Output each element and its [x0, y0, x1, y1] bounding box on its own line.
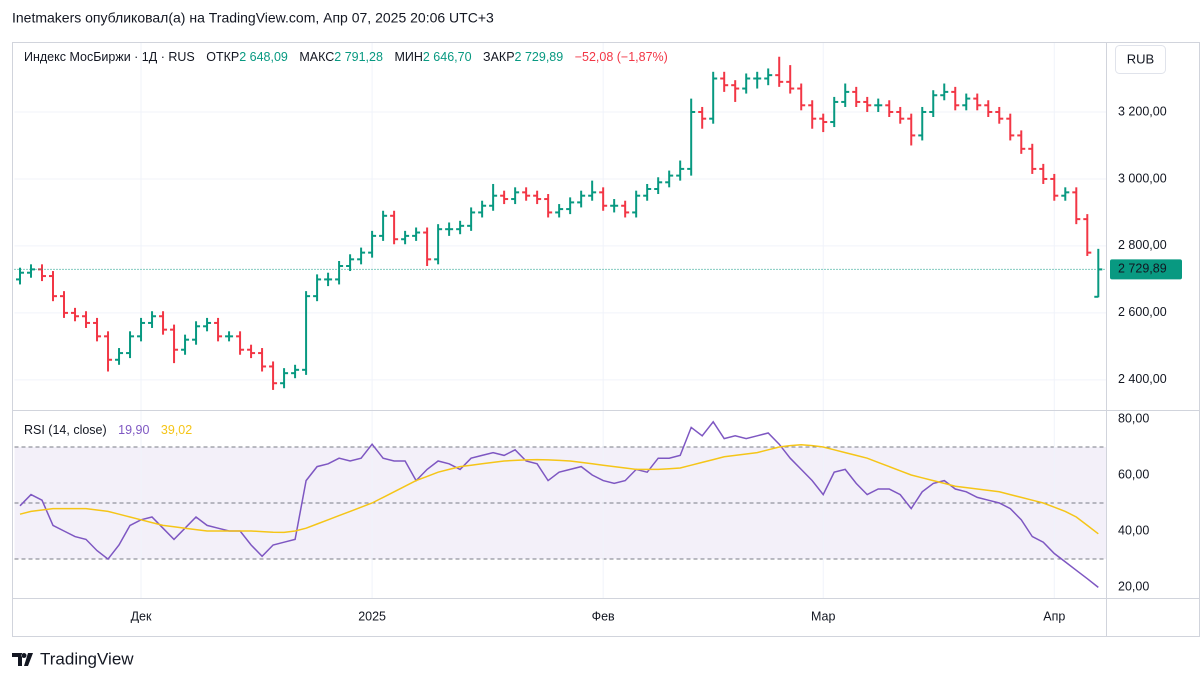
y-tick-label: 60,00	[1118, 467, 1149, 481]
y-tick-label: 20,00	[1118, 579, 1149, 593]
y-tick-label: 2 600,00	[1118, 305, 1167, 319]
y-tick-label: 3 200,00	[1118, 104, 1167, 118]
logo-text: TradingView	[40, 649, 134, 668]
legend-change: −52,08 (−1,87%)	[575, 50, 668, 64]
x-tick-label: 2025	[358, 609, 386, 623]
price-legend: Индекс МосБиржи · 1Д · RUS ОТКР2 648,09 …	[24, 50, 668, 64]
legend-value: 2 791,28	[334, 50, 383, 64]
legend-key: МИН	[394, 50, 422, 64]
symbol-title: Индекс МосБиржи · 1Д · RUS	[24, 50, 195, 64]
logo-icon	[12, 653, 33, 666]
currency-label[interactable]: RUB	[1127, 51, 1154, 66]
x-tick-label: Апр	[1043, 609, 1065, 623]
header-title: Inetmakers опубликовал(а) на TradingView…	[12, 10, 494, 26]
y-tick-label: 80,00	[1118, 411, 1149, 425]
grid-layer	[14, 42, 1106, 598]
legend-key: ОТКР	[206, 50, 239, 64]
currency-button[interactable]: RUB	[1115, 45, 1166, 74]
rsi-line	[19, 420, 1099, 588]
rsi-value: 19,90	[118, 423, 149, 437]
frame	[12, 42, 1200, 637]
legend-key: ЗАКР	[483, 50, 515, 64]
x-tick-label: Мар	[811, 609, 836, 623]
y-tick-label: 3 000,00	[1118, 171, 1167, 185]
currency-button-box[interactable]	[1115, 45, 1166, 74]
y-tick-label: 2 800,00	[1118, 238, 1167, 252]
marks-layer: 2 400,00 2 600,00 2 800,00 3 000,00 3 200,00…	[14, 56, 1182, 623]
legend-value: 2 648,09	[239, 50, 288, 64]
x-tick-label: Фев	[592, 609, 615, 623]
legend-value: 2 646,70	[423, 50, 472, 64]
footer-logo: TradingView	[12, 649, 134, 668]
legend-value: 2 729,89	[515, 50, 564, 64]
rsi-ma-value: 39,02	[161, 423, 192, 437]
last-price-tag	[1110, 259, 1182, 280]
rsi-band	[14, 446, 1106, 560]
x-tick-label: Дек	[131, 609, 152, 623]
last-price-label: 2 729,89	[1118, 262, 1167, 276]
y-tick-label: 2 400,00	[1118, 372, 1167, 386]
rsi-title: RSI (14, close)	[24, 423, 107, 437]
rsi-legend: RSI (14, close) 19,90 39,02	[24, 423, 192, 437]
legend-key: МАКС	[299, 50, 334, 64]
y-tick-label: 40,00	[1118, 523, 1149, 537]
rsi-line	[19, 443, 1099, 535]
